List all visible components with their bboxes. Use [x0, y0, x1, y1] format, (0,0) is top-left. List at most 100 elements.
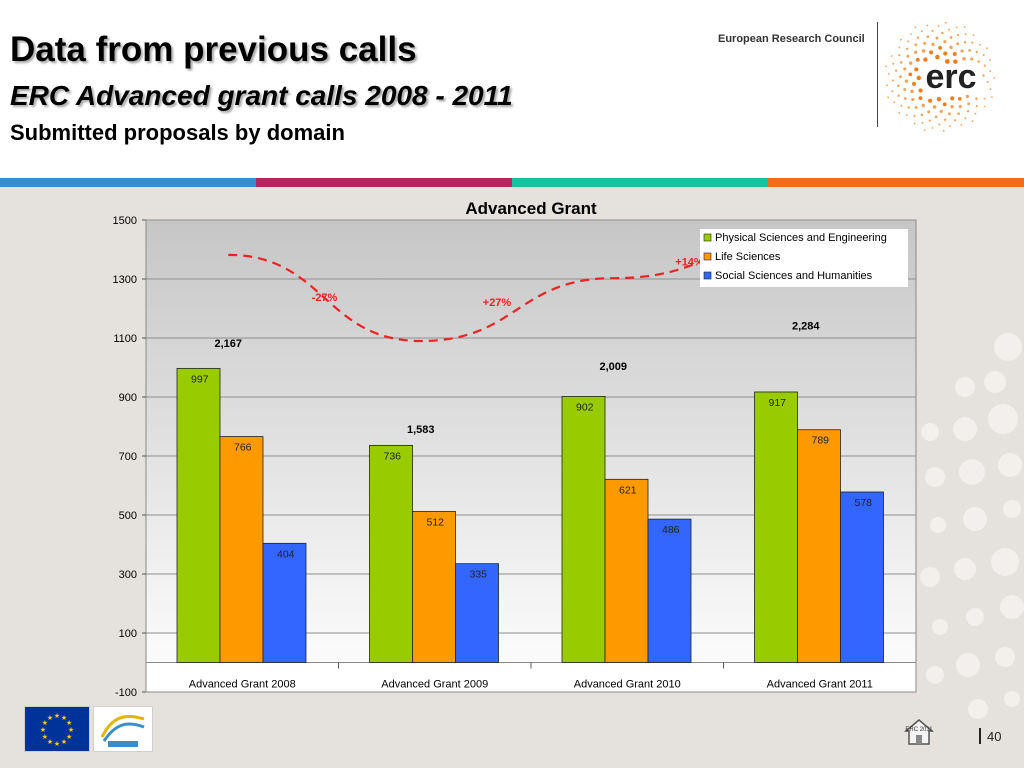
logo-dot — [892, 62, 895, 65]
bar — [219, 436, 264, 663]
logo-dot — [962, 56, 966, 61]
logo-dot — [918, 88, 923, 93]
logo-dot — [989, 70, 992, 73]
logo-dot — [948, 112, 951, 116]
logo-dot — [956, 42, 960, 46]
logo-dot — [888, 73, 890, 75]
logo-dot — [941, 31, 944, 35]
logo-dot — [921, 49, 926, 53]
color-stripe — [0, 178, 1024, 187]
logo-dot — [926, 35, 930, 38]
logo-dot — [914, 43, 918, 47]
logo-dot — [913, 122, 916, 125]
logo-dot — [989, 58, 991, 61]
logo-dot — [937, 25, 940, 28]
logo-dot — [967, 102, 971, 106]
bar — [840, 491, 884, 663]
logo-dot — [898, 46, 901, 49]
bar — [262, 542, 307, 663]
y-tick-label: 700 — [119, 451, 137, 463]
background-dot — [963, 507, 987, 531]
legend-label: Life Sciences — [715, 251, 781, 263]
background-dot — [955, 377, 975, 397]
bar — [604, 478, 649, 663]
logo-dot — [972, 34, 975, 36]
slide-subheading: Submitted proposals by domain — [10, 120, 345, 145]
logo-dot — [898, 112, 901, 114]
logo-dot — [975, 97, 978, 100]
total-label: 2,167 — [214, 338, 242, 350]
logo-dot — [934, 115, 938, 119]
eu-star-icon: ★ — [47, 738, 53, 746]
logo-dot — [910, 89, 914, 94]
y-tick-label: 1500 — [113, 215, 137, 227]
logo-dot — [907, 106, 910, 109]
logo-dot — [926, 24, 929, 27]
y-tick-label: 1300 — [113, 274, 137, 286]
eu-star-icon: ★ — [61, 738, 67, 746]
logo-dot — [952, 52, 957, 56]
bar — [754, 391, 798, 663]
legend-label: Physical Sciences and Engineering — [715, 232, 887, 244]
bar — [797, 429, 841, 663]
background-dot — [921, 423, 939, 441]
bar-value-label: 404 — [277, 548, 295, 560]
bar — [561, 396, 606, 663]
logo-dot — [916, 36, 920, 39]
logo-dot — [914, 106, 918, 109]
logo-dot — [935, 36, 939, 40]
logo-dot — [899, 61, 903, 64]
logo-dot — [908, 61, 913, 65]
erc-logo-text: erc — [925, 58, 976, 96]
erc-logo: erc — [885, 21, 996, 132]
logo-dot — [906, 54, 910, 58]
total-label: 2,284 — [792, 321, 820, 333]
background-dot — [966, 608, 984, 626]
logo-dot — [886, 84, 888, 87]
bar-value-label: 902 — [576, 401, 594, 413]
x-category-label: Advanced Grant 2010 — [574, 679, 681, 691]
eu-star-icon: ★ — [40, 726, 46, 734]
logo-dot — [943, 118, 947, 121]
logo-dot — [938, 123, 941, 126]
ideas-programme-logo — [93, 706, 153, 752]
logo-dot — [991, 96, 993, 98]
logo-dot — [983, 64, 986, 67]
background-dot — [988, 404, 1018, 434]
bar-value-label: 621 — [619, 484, 637, 496]
logo-dot — [913, 114, 916, 117]
slide-title: Data from previous calls — [10, 30, 417, 69]
logo-dot — [899, 75, 902, 78]
background-dot — [920, 567, 940, 587]
background-dot — [953, 417, 977, 441]
eu-star-icon: ★ — [66, 733, 72, 741]
legend-swatch — [703, 252, 712, 261]
stripe-segment — [0, 178, 256, 187]
trend-annotation: +27% — [483, 297, 512, 309]
logo-dot — [960, 49, 964, 53]
logo-dot — [910, 33, 912, 35]
logo-dot — [953, 119, 957, 122]
logo-dot — [918, 96, 923, 100]
logo-dot — [971, 120, 974, 122]
logo-dot — [904, 79, 909, 83]
logo-dot — [893, 101, 896, 104]
bar-value-label: 335 — [470, 569, 488, 581]
logo-dot — [950, 104, 954, 109]
home-button[interactable]: ERC 2011 — [902, 717, 936, 747]
total-label: 2,009 — [599, 361, 627, 373]
logo-dot — [935, 54, 940, 60]
eu-star-icon: ★ — [42, 733, 48, 741]
logo-dot — [931, 29, 934, 32]
logo-dot — [905, 114, 908, 117]
background-dot — [954, 558, 976, 580]
slide-body: -100 100 300 500 700 900 1100 1300 1500 Advanced … — [0, 187, 1024, 768]
eu-star-icon: ★ — [42, 719, 48, 727]
bar-value-label: 997 — [191, 373, 209, 385]
y-tick-label: -100 — [115, 687, 137, 699]
logo-dot — [885, 65, 887, 68]
slide-header: Data from previous calls ERC Advanced gr… — [0, 0, 1024, 178]
logo-dot — [903, 88, 907, 91]
logo-dot — [949, 36, 953, 39]
logo-dot — [897, 84, 900, 87]
